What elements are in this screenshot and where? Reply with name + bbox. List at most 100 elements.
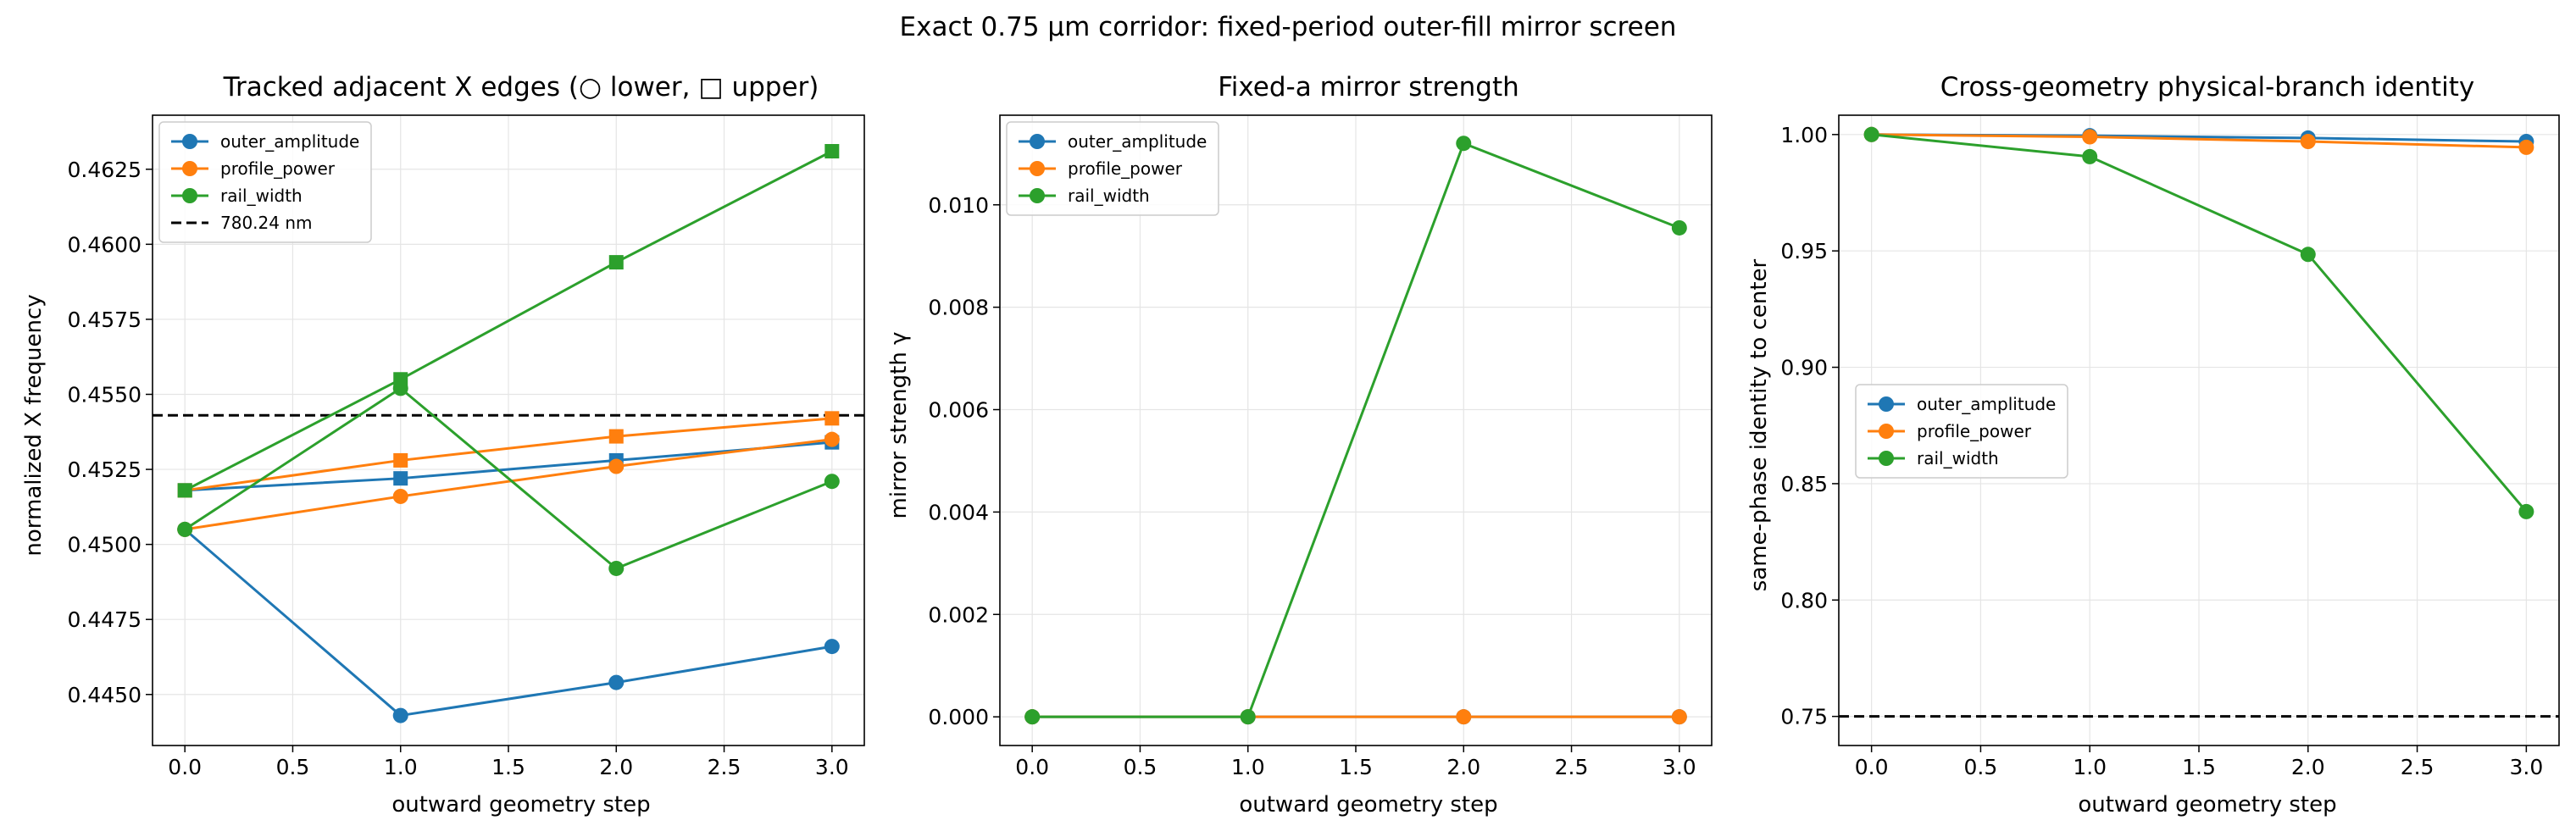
axes-frame <box>999 114 1713 746</box>
series-line <box>1871 133 2528 513</box>
x-tick-label: 3.0 <box>815 755 849 779</box>
y-tick-label: 0.4450 <box>68 683 142 707</box>
y-tick-label: 0.000 <box>928 705 989 729</box>
x-tick-label: 2.0 <box>1446 755 1480 779</box>
series-line <box>184 438 833 531</box>
data-point <box>1671 709 1687 725</box>
y-tick-label: 0.4525 <box>68 457 142 482</box>
y-tick-label: 0.90 <box>1780 356 1828 380</box>
legend-label: rail_width <box>1068 186 1150 206</box>
data-point <box>1456 709 1472 725</box>
axes-frame <box>1838 114 2560 746</box>
data-point-square <box>824 144 840 159</box>
legend: outer_amplitude profile_power rail_width 78… <box>158 121 372 243</box>
axes-frame <box>152 114 865 746</box>
plot-area: 0.0 0.5 1.0 1.5 2.0 2.5 3.0 0.75 0.80 0.85 0.90 0.9… <box>1780 114 2560 779</box>
data-point <box>1456 136 1472 152</box>
y-tick-label: 0.002 <box>928 602 989 627</box>
y-tick-label: 0.004 <box>928 500 989 524</box>
y-tick-label: 1.00 <box>1780 123 1828 147</box>
legend-label: rail_width <box>220 186 303 206</box>
panel-branch-identity: Cross-geometry physical-branch identity … <box>1746 72 2560 818</box>
legend-marker <box>1879 424 1894 439</box>
x-tick-label: 0.0 <box>1015 755 1049 779</box>
series-line <box>1032 141 1680 718</box>
y-tick-label: 0.95 <box>1780 239 1828 263</box>
legend-marker <box>182 188 197 203</box>
data-point-square <box>608 255 624 270</box>
legend-label: profile_power <box>1917 421 2032 441</box>
plot-area: 0.0 0.5 1.0 1.5 2.0 2.5 3.0 0.000 0.002 0.004 0.00… <box>928 114 1713 779</box>
figure-suptitle: Exact 0.75 µm corridor: fixed-period out… <box>900 12 1677 42</box>
legend-label: profile_power <box>1068 158 1183 179</box>
data-point <box>1671 219 1687 236</box>
data-point <box>608 458 625 474</box>
y-tick-label: 0.008 <box>928 296 989 320</box>
data-point <box>1024 709 1041 725</box>
x-tick-label: 1.0 <box>384 755 418 779</box>
legend-label: outer_amplitude <box>220 131 359 152</box>
legend-box <box>1006 121 1219 216</box>
legend-marker <box>182 134 197 149</box>
series-line <box>1871 133 2527 149</box>
data-point <box>177 521 193 537</box>
x-tick-label: 1.0 <box>1231 755 1265 779</box>
legend: outer_amplitude profile_power rail_width <box>1855 384 2068 479</box>
x-tick-label: 0.5 <box>1124 755 1158 779</box>
data-point-square <box>393 452 408 468</box>
x-tick-label: 2.5 <box>1555 755 1589 779</box>
panel-title: Fixed-a mirror strength <box>1218 72 1519 103</box>
y-tick-label: 0.4475 <box>68 607 142 632</box>
data-point <box>1240 709 1256 725</box>
panel-title: Tracked adjacent X edges (○ lower, □ upp… <box>223 72 819 103</box>
y-tick-label: 0.4500 <box>68 533 142 557</box>
y-axis-label: normalized X frequency <box>21 294 47 556</box>
series-line <box>184 150 833 492</box>
data-point-square <box>177 483 192 498</box>
x-tick-label: 0.5 <box>276 755 310 779</box>
data-point <box>608 674 625 690</box>
x-tick-label: 1.0 <box>2073 755 2107 779</box>
legend-marker <box>1030 161 1045 176</box>
series-line <box>184 528 833 718</box>
legend-label: profile_power <box>220 158 336 179</box>
legend-marker <box>1879 451 1894 466</box>
panel-tracked-edges: Tracked adjacent X edges (○ lower, □ upp… <box>21 72 865 818</box>
x-tick-label: 2.0 <box>2291 755 2325 779</box>
x-tick-label: 1.5 <box>491 755 525 779</box>
y-tick-label: 0.006 <box>928 398 989 423</box>
data-point <box>392 488 408 504</box>
x-axis-label: outward geometry step <box>391 792 650 818</box>
y-tick-label: 0.80 <box>1780 588 1828 613</box>
legend-marker <box>1030 188 1045 203</box>
series-line <box>184 417 832 492</box>
legend-box <box>158 121 372 243</box>
y-axis-label: mirror strength γ <box>886 332 912 519</box>
y-tick-label: 0.4600 <box>68 232 142 257</box>
y-axis-label: same-phase identity to center <box>1746 258 1772 591</box>
legend-label: outer_amplitude <box>1068 131 1207 152</box>
x-tick-label: 2.5 <box>2401 755 2434 779</box>
legend-marker <box>1030 134 1045 149</box>
y-tick-label: 0.4625 <box>68 158 142 182</box>
x-axis-label: outward geometry step <box>1239 792 1497 818</box>
x-tick-label: 1.5 <box>1339 755 1373 779</box>
x-axis-label: outward geometry step <box>2078 792 2336 818</box>
data-point <box>2082 148 2098 164</box>
y-tick-label: 0.4575 <box>68 308 142 332</box>
x-tick-label: 0.0 <box>168 755 202 779</box>
data-point <box>2082 129 2098 145</box>
plot-area: 0.0 0.5 1.0 1.5 2.0 2.5 3.0 0.4450 0.4475 0.4500 0… <box>68 114 865 779</box>
x-tick-label: 3.0 <box>2509 755 2543 779</box>
data-point <box>1863 126 1879 142</box>
legend-marker <box>1879 396 1894 412</box>
y-tick-label: 0.4550 <box>68 382 142 407</box>
data-point <box>2518 139 2534 155</box>
data-point <box>824 474 840 490</box>
y-tick-label: 0.85 <box>1780 472 1828 496</box>
data-point-square <box>608 429 624 444</box>
panel-title: Cross-geometry physical-branch identity <box>1940 72 2474 103</box>
x-tick-label: 1.5 <box>2182 755 2216 779</box>
x-tick-label: 0.0 <box>1855 755 1889 779</box>
